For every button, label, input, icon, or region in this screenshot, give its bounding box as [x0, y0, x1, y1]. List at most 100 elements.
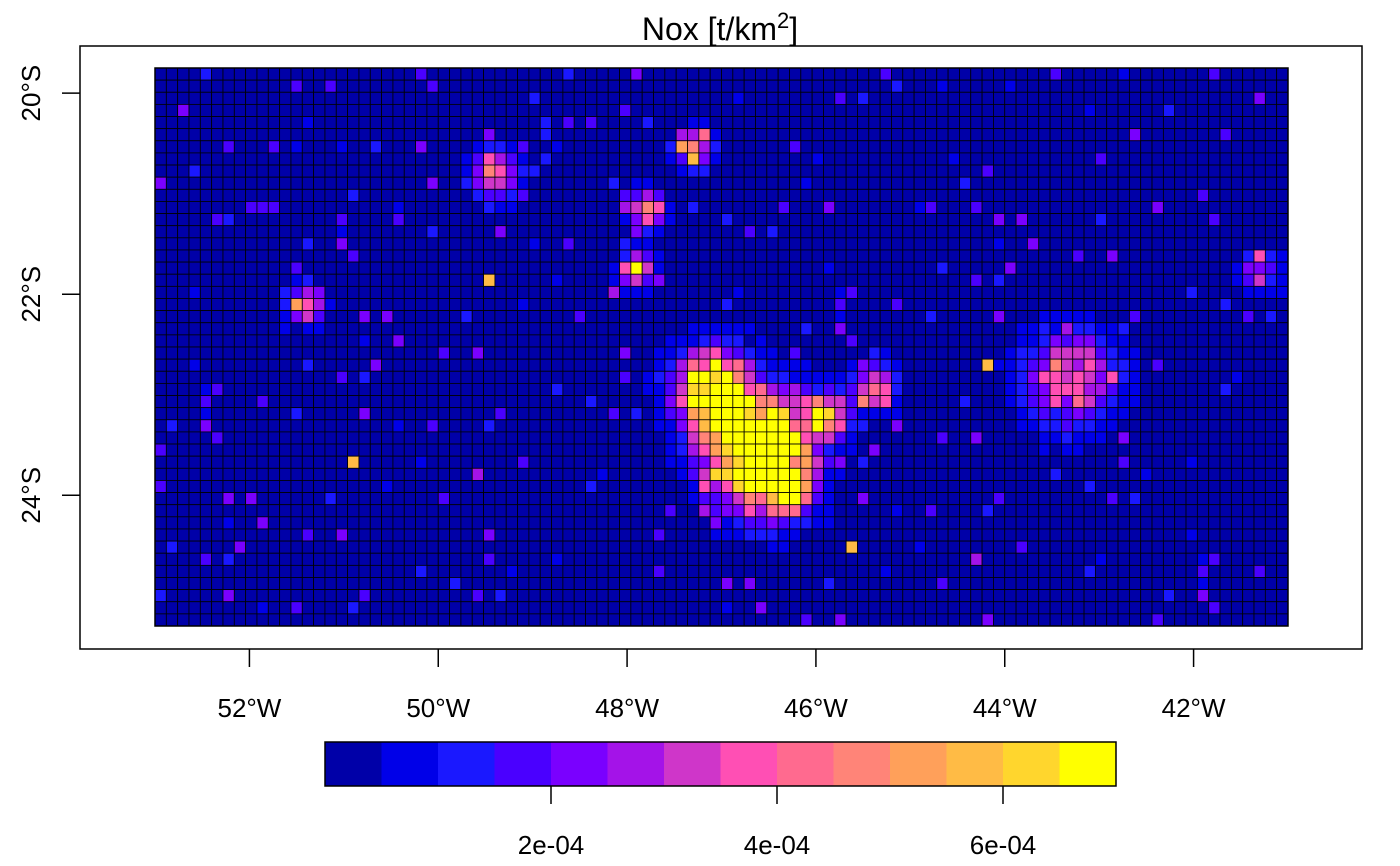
grid-cell: [1196, 237, 1210, 251]
grid-cell: [1140, 370, 1153, 384]
grid-cell: [1072, 237, 1085, 251]
grid-cell: [290, 285, 303, 299]
grid-cell: [313, 273, 326, 287]
grid-cell: [199, 431, 213, 445]
grid-cell: [177, 370, 190, 384]
grid-cell: [381, 540, 394, 554]
grid-cell: [619, 116, 632, 130]
grid-cell: [449, 407, 462, 421]
grid-cell: [698, 176, 711, 190]
grid-cell: [823, 346, 836, 360]
grid-cell: [199, 201, 213, 214]
grid-cell: [324, 577, 337, 591]
grid-cell: [879, 176, 892, 190]
grid-cell: [766, 140, 779, 154]
grid-cell: [1061, 140, 1074, 154]
grid-cell: [211, 128, 224, 142]
grid-cell: [675, 79, 688, 93]
grid-cell: [313, 201, 326, 214]
grid-cell: [245, 492, 258, 506]
grid-cell: [970, 103, 983, 117]
grid-cell: [970, 152, 983, 166]
grid-cell: [528, 273, 541, 287]
grid-cell: [471, 395, 484, 409]
grid-cell: [936, 322, 949, 336]
grid-cell: [165, 285, 179, 299]
grid-cell: [347, 419, 360, 433]
grid-cell: [437, 492, 450, 506]
grid-cell: [1276, 188, 1289, 202]
grid-cell: [823, 285, 836, 299]
grid-cell: [947, 128, 960, 142]
grid-cell: [313, 431, 326, 445]
grid-cell: [1038, 116, 1051, 130]
grid-cell: [165, 116, 179, 130]
grid-cell: [585, 528, 598, 542]
grid-cell: [233, 613, 247, 627]
grid-cell: [165, 540, 179, 554]
grid-cell: [1049, 334, 1062, 348]
grid-cell: [1253, 589, 1266, 603]
grid-cell: [1083, 116, 1096, 130]
grid-cell: [528, 431, 541, 445]
grid-cell: [936, 346, 949, 360]
grid-cell: [1061, 237, 1074, 251]
grid-cell: [290, 273, 303, 287]
grid-cell: [1253, 67, 1266, 81]
grid-cell: [1276, 613, 1289, 627]
grid-cell: [630, 407, 643, 421]
grid-cell: [426, 504, 439, 518]
grid-cell: [347, 140, 360, 154]
grid-cell: [528, 237, 541, 251]
grid-cell: [1128, 103, 1142, 117]
grid-cell: [392, 140, 405, 154]
grid-cell: [1242, 370, 1255, 384]
grid-cell: [551, 370, 564, 384]
grid-cell: [539, 201, 552, 214]
grid-cell: [993, 273, 1006, 287]
grid-cell: [233, 504, 247, 518]
grid-cell: [868, 492, 881, 506]
grid-cell: [1049, 613, 1062, 627]
grid-cell: [1083, 201, 1096, 214]
grid-cell: [1264, 589, 1278, 603]
grid-cell: [279, 455, 292, 469]
grid-cell: [347, 334, 360, 348]
grid-cell: [233, 382, 247, 396]
grid-cell: [1151, 480, 1164, 493]
grid-cell: [834, 176, 847, 190]
grid-cell: [913, 298, 926, 312]
grid-cell: [902, 188, 915, 202]
grid-cell: [1162, 225, 1176, 239]
grid-cell: [766, 164, 779, 178]
grid-cell: [947, 273, 960, 287]
grid-cell: [1185, 613, 1198, 627]
grid-cell: [358, 419, 371, 433]
grid-cell: [879, 213, 892, 227]
grid-cell: [789, 298, 802, 312]
grid-cell: [868, 443, 881, 457]
grid-cell: [188, 128, 201, 142]
grid-cell: [607, 273, 620, 287]
grid-cell: [392, 310, 405, 324]
grid-cell: [437, 188, 450, 202]
grid-cell: [1219, 298, 1232, 312]
grid-cell: [1015, 213, 1028, 227]
grid-cell: [936, 577, 949, 591]
grid-cell: [811, 540, 824, 554]
grid-cell: [970, 455, 983, 469]
grid-cell: [630, 273, 643, 287]
grid-cell: [811, 79, 824, 93]
grid-cell: [381, 152, 394, 166]
grid-cell: [1140, 455, 1153, 469]
grid-cell: [675, 431, 688, 445]
grid-cell: [392, 577, 405, 591]
grid-cell: [834, 322, 847, 336]
grid-cell: [1253, 213, 1266, 227]
grid-cell: [539, 116, 552, 130]
grid-cell: [245, 528, 258, 542]
grid-cell: [517, 249, 530, 263]
grid-cell: [426, 322, 439, 336]
grid-cell: [1140, 395, 1153, 409]
grid-cell: [573, 201, 586, 214]
